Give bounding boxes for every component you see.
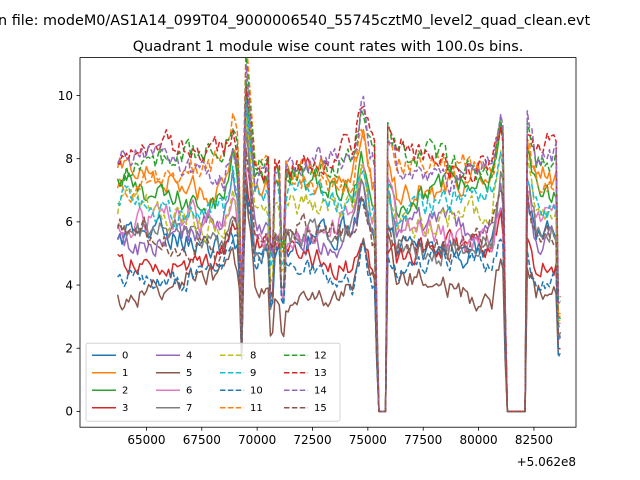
legend-label-5: 5: [186, 368, 192, 379]
x-tick-label: 80000: [459, 433, 497, 447]
legend-label-7: 7: [186, 403, 192, 414]
y-tick-label: 8: [65, 152, 73, 166]
x-tick-label: 77500: [404, 433, 442, 447]
x-tick-label: 75000: [349, 433, 387, 447]
figure-suptitle: n file: modeM0/AS1A14_099T04_9000006540_…: [0, 13, 591, 29]
x-offset-label: +5.062e8: [517, 455, 576, 469]
series-line-4: [116, 101, 562, 413]
legend-label-2: 2: [122, 386, 128, 397]
x-tick-label: 70000: [238, 433, 276, 447]
legend-label-1: 1: [122, 368, 128, 379]
x-tick-label: 65000: [127, 433, 165, 447]
series-line-15: [116, 147, 561, 413]
legend-label-10: 10: [250, 386, 263, 397]
x-axis: 65000 67500 70000 72500 75000 77500 80000 82500: [127, 427, 553, 447]
series-line-10: [117, 192, 562, 413]
series-line-3: [117, 173, 561, 413]
legend-label-14: 14: [314, 386, 327, 397]
series-line-8: [116, 115, 561, 413]
series-line-9: [117, 100, 562, 413]
y-tick-label: 6: [65, 215, 73, 229]
x-tick-label: 67500: [183, 433, 221, 447]
legend-label-4: 4: [186, 351, 192, 362]
plot-frame: [79, 57, 577, 428]
series-line-14: [116, 64, 561, 413]
legend-label-11: 11: [250, 403, 263, 414]
legend-label-9: 9: [250, 368, 256, 379]
legend-label-0: 0: [122, 351, 128, 362]
legend-label-13: 13: [314, 368, 327, 379]
legend-label-6: 6: [186, 386, 192, 397]
y-axis: 0 2 4 6 8 10: [58, 89, 80, 419]
y-tick-label: 0: [65, 405, 73, 419]
legend-label-3: 3: [122, 403, 128, 414]
legend-label-12: 12: [314, 351, 327, 362]
series-line-5: [116, 180, 561, 413]
x-tick-label: 82500: [515, 433, 553, 447]
y-tick-label: 10: [58, 89, 73, 103]
chart-title: Quadrant 1 module wise count rates with …: [133, 39, 524, 55]
legend-label-8: 8: [250, 351, 256, 362]
series-line-7: [117, 129, 562, 413]
series-line-13: [117, 86, 561, 413]
y-tick-label: 4: [65, 278, 73, 292]
legend-label-15: 15: [314, 403, 327, 414]
legend-box: [85, 342, 341, 422]
series-line-1: [116, 78, 561, 413]
y-tick-label: 2: [65, 342, 73, 356]
x-tick-label: 72500: [293, 433, 331, 447]
series-layer: [116, 57, 562, 413]
